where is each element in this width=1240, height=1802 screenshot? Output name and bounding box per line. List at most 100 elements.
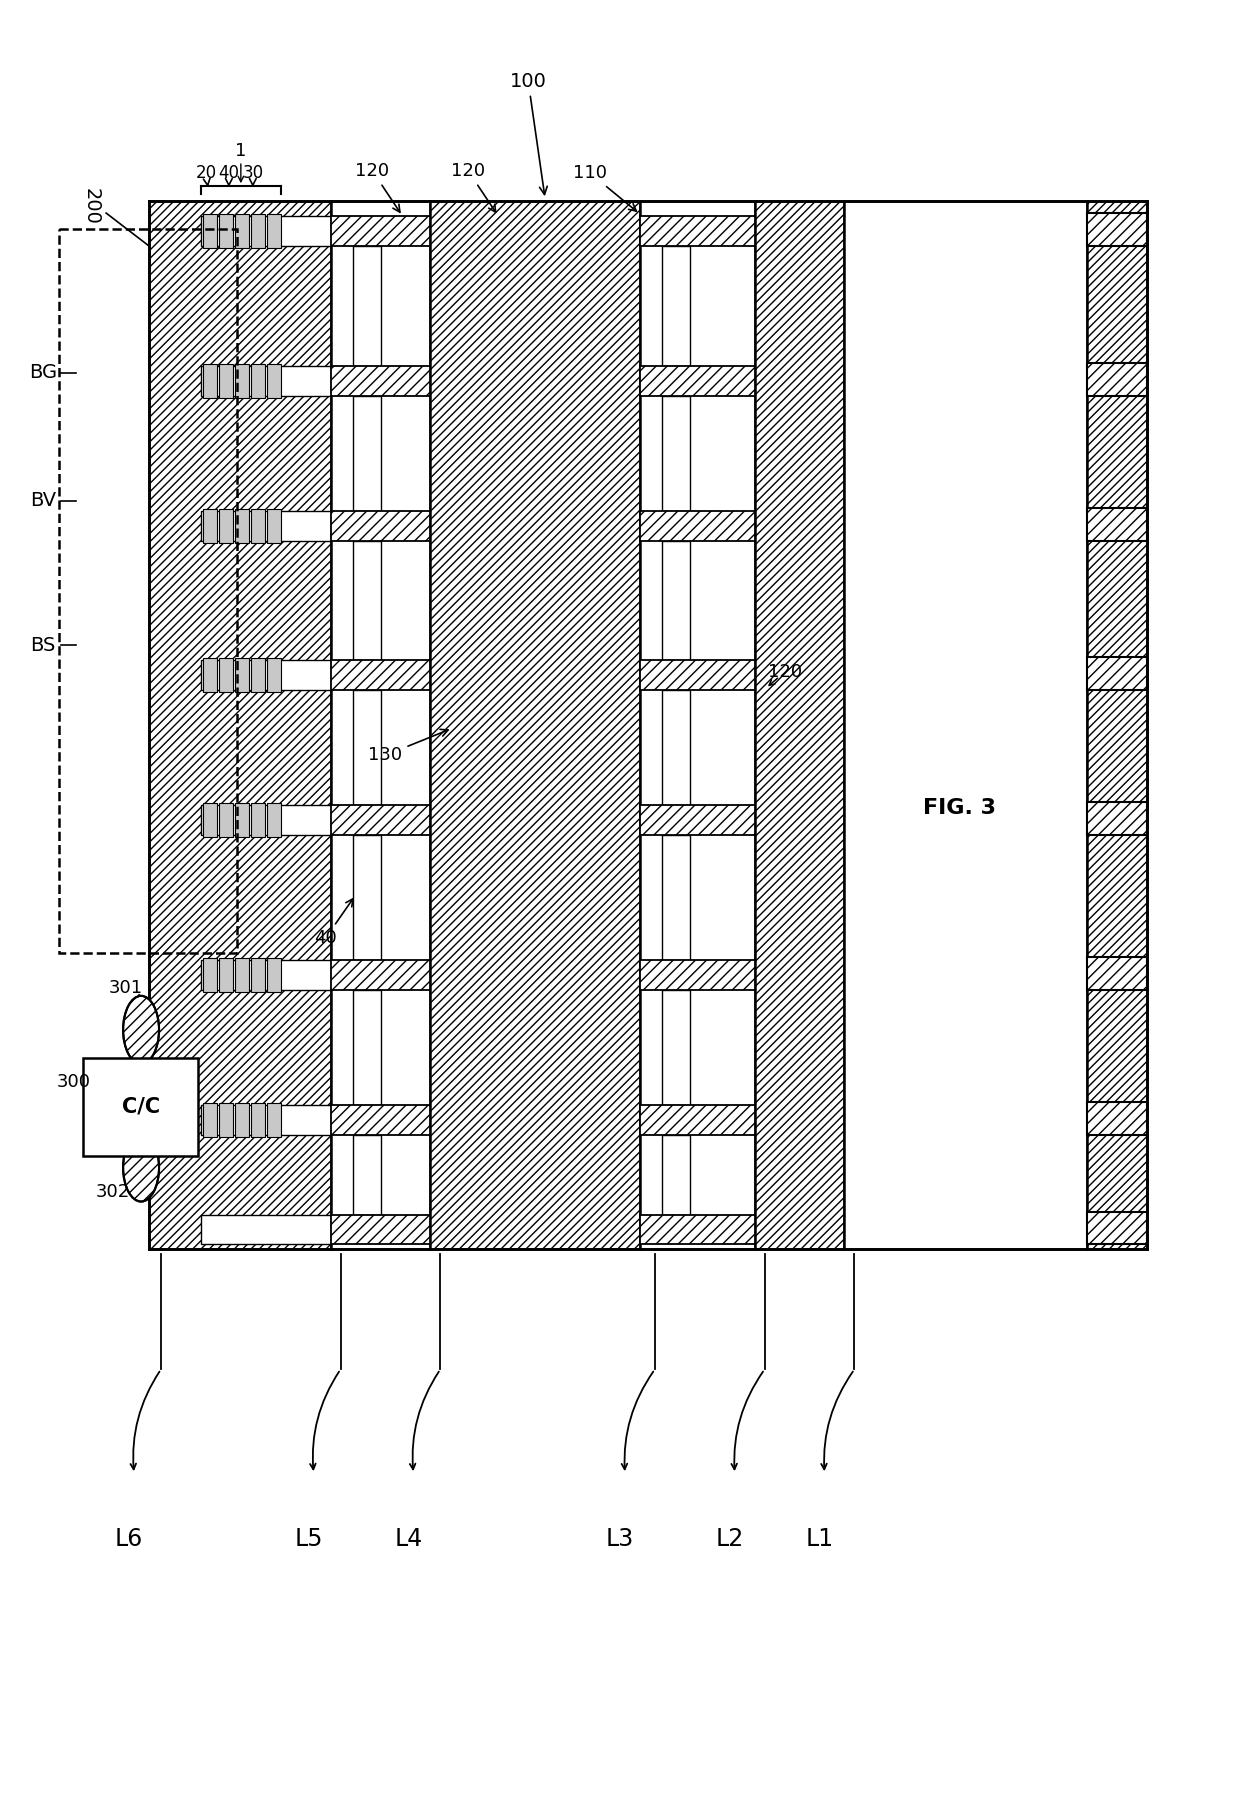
Ellipse shape xyxy=(123,997,159,1063)
Text: 40: 40 xyxy=(218,164,239,186)
Bar xyxy=(234,364,249,398)
Bar xyxy=(640,805,755,834)
Text: 110: 110 xyxy=(573,164,636,211)
Bar xyxy=(331,202,430,1249)
Ellipse shape xyxy=(123,1133,159,1202)
Bar xyxy=(267,658,280,692)
Bar xyxy=(640,202,755,1249)
Text: 40: 40 xyxy=(314,899,353,946)
Bar xyxy=(203,364,217,398)
Bar xyxy=(352,1135,381,1215)
Bar xyxy=(267,508,280,542)
Text: 302: 302 xyxy=(95,1182,130,1200)
Text: 120: 120 xyxy=(451,162,496,213)
Bar xyxy=(267,804,280,838)
Bar xyxy=(352,834,381,960)
Bar xyxy=(201,805,331,834)
Text: L3: L3 xyxy=(606,1526,634,1552)
Bar xyxy=(250,959,265,991)
Bar xyxy=(352,541,381,660)
Text: 120: 120 xyxy=(768,663,802,681)
Bar xyxy=(219,658,233,692)
Text: L4: L4 xyxy=(394,1526,423,1552)
Bar xyxy=(640,1215,755,1245)
Bar xyxy=(331,960,430,989)
Text: L2: L2 xyxy=(715,1526,744,1552)
Bar xyxy=(640,660,755,690)
Bar xyxy=(203,214,217,249)
Bar xyxy=(662,541,689,660)
Bar xyxy=(755,202,844,1249)
Bar xyxy=(352,690,381,805)
Bar xyxy=(331,1105,430,1135)
Text: 30: 30 xyxy=(242,164,263,186)
Bar xyxy=(203,508,217,542)
Bar xyxy=(662,1135,689,1215)
Bar xyxy=(352,989,381,1105)
Text: L5: L5 xyxy=(294,1526,322,1552)
Bar xyxy=(201,1215,331,1245)
Bar xyxy=(219,508,233,542)
Bar xyxy=(234,214,249,249)
Bar xyxy=(662,396,689,510)
Bar xyxy=(1087,362,1147,396)
Bar xyxy=(267,214,280,249)
Bar xyxy=(219,804,233,838)
Text: 300: 300 xyxy=(56,1072,91,1090)
Bar xyxy=(352,396,381,510)
Bar xyxy=(219,364,233,398)
Bar xyxy=(250,364,265,398)
Bar xyxy=(662,247,689,366)
Bar xyxy=(203,804,217,838)
Bar xyxy=(149,202,331,1249)
Bar xyxy=(219,214,233,249)
Bar xyxy=(61,231,234,951)
Text: BS: BS xyxy=(31,636,56,654)
Text: 20: 20 xyxy=(196,164,217,186)
Text: 1: 1 xyxy=(236,142,247,160)
Bar xyxy=(201,510,331,541)
Bar xyxy=(640,366,755,396)
Bar xyxy=(201,660,331,690)
Bar xyxy=(234,959,249,991)
Bar xyxy=(203,959,217,991)
Bar xyxy=(1087,802,1147,834)
Bar xyxy=(267,1103,280,1137)
Text: 130: 130 xyxy=(368,730,448,764)
Bar xyxy=(203,1103,217,1137)
Bar xyxy=(234,804,249,838)
Bar xyxy=(1087,957,1147,989)
Text: 120: 120 xyxy=(356,162,401,213)
Bar xyxy=(234,658,249,692)
Bar xyxy=(267,959,280,991)
Bar xyxy=(331,510,430,541)
Bar xyxy=(201,1105,331,1135)
Bar xyxy=(331,216,430,247)
Bar xyxy=(640,510,755,541)
Text: L1: L1 xyxy=(806,1526,833,1552)
Bar xyxy=(662,834,689,960)
Bar xyxy=(250,214,265,249)
Bar xyxy=(331,1215,430,1245)
Bar xyxy=(430,202,640,1249)
Bar xyxy=(250,804,265,838)
Text: BV: BV xyxy=(30,492,56,510)
Bar xyxy=(1087,658,1147,690)
Bar xyxy=(219,959,233,991)
Bar xyxy=(640,960,755,989)
Bar xyxy=(219,1103,233,1137)
Bar xyxy=(844,202,1087,1249)
Bar xyxy=(640,1105,755,1135)
Bar xyxy=(60,229,237,953)
Bar xyxy=(234,1103,249,1137)
Bar xyxy=(1087,508,1147,541)
Bar xyxy=(201,366,331,396)
Bar xyxy=(1087,1211,1147,1245)
Bar xyxy=(662,989,689,1105)
Text: L6: L6 xyxy=(115,1526,144,1552)
Bar xyxy=(331,805,430,834)
Text: C/C: C/C xyxy=(122,1097,160,1117)
Text: BG: BG xyxy=(30,364,57,382)
Text: 301: 301 xyxy=(109,978,143,997)
Bar xyxy=(331,366,430,396)
